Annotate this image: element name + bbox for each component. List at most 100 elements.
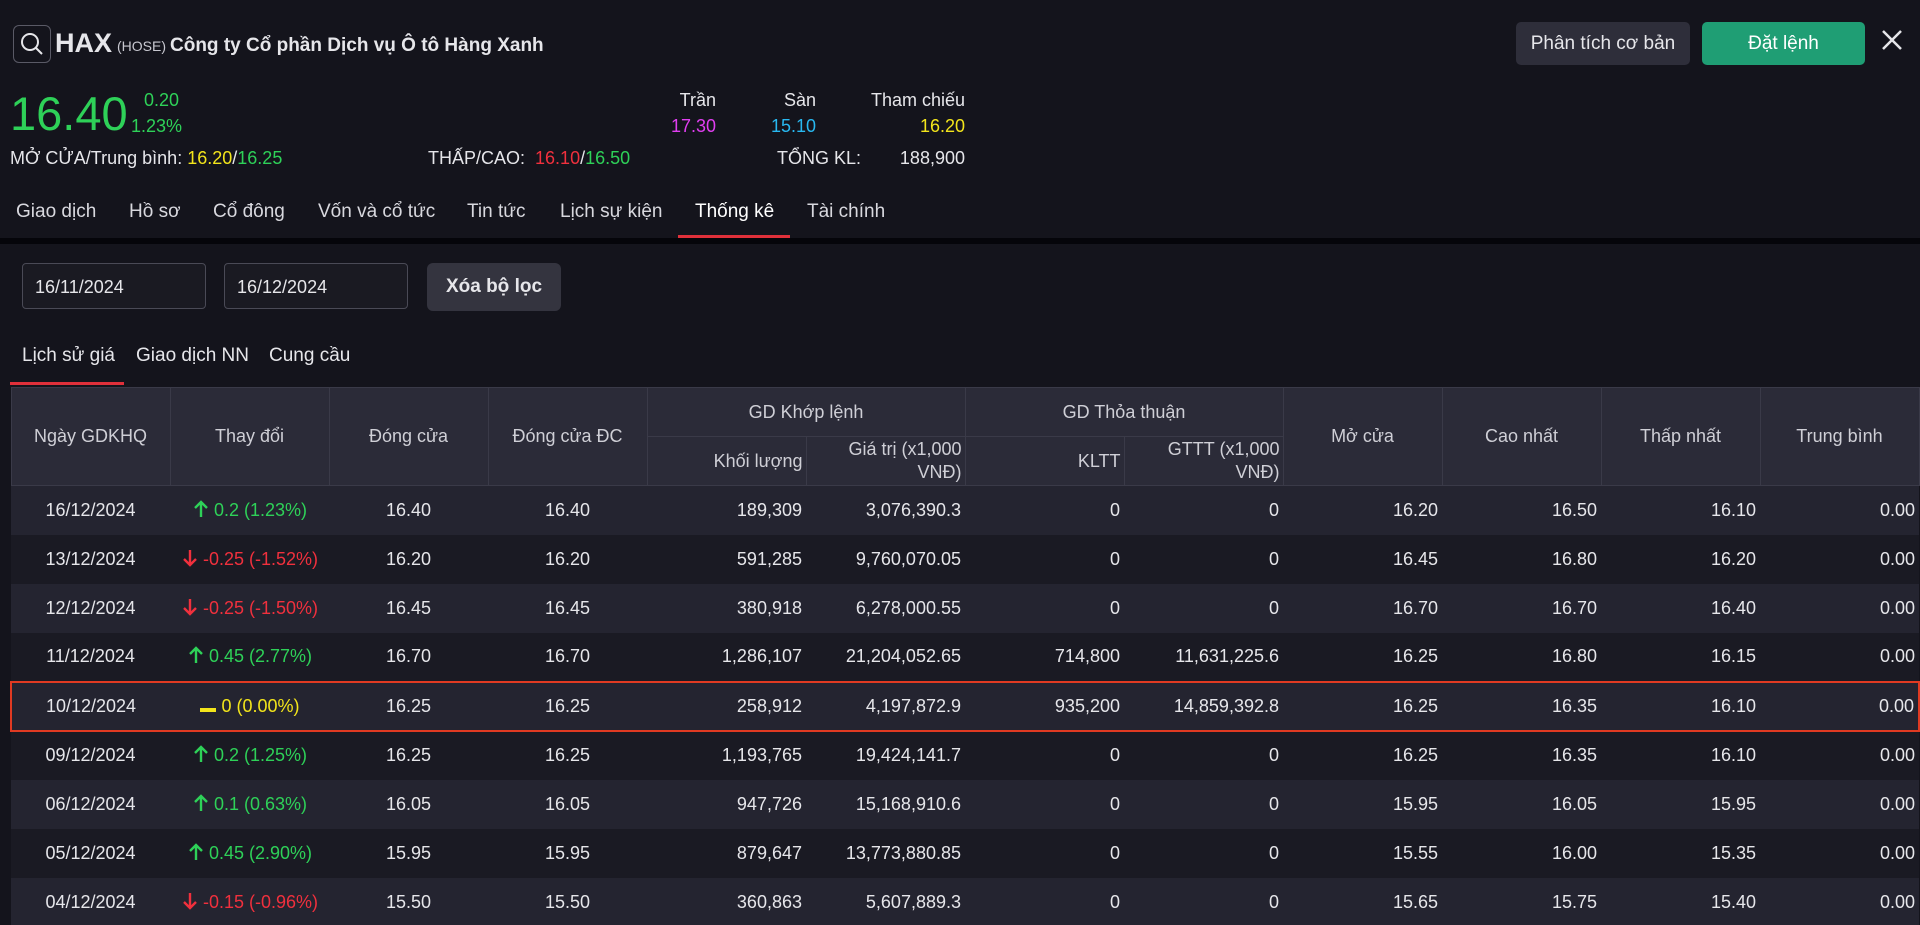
analysis-button[interactable]: Phân tích cơ bản <box>1516 22 1690 65</box>
cell-avg: 0.00 <box>1879 499 1915 520</box>
cell-avg: 0.00 <box>1760 680 1920 732</box>
cell-open: 15.55 <box>1392 842 1438 863</box>
cell-high: 16.05 <box>1551 793 1597 814</box>
tab[interactable]: Thống kê <box>695 201 775 222</box>
table-row: 04/12/2024 -0.15 (-0.96%) 15.50 15.50 360,86… <box>11 877 1919 925</box>
cell-close-adj: 16.45 <box>544 597 591 618</box>
avg: 16.25 <box>237 148 283 168</box>
cell-volume: 879,647 <box>736 842 802 863</box>
cell-date: 16/12/2024 <box>45 499 136 520</box>
cell-date: 11/12/2024 <box>46 646 135 666</box>
cell-volume: 1,286,107 <box>721 646 802 666</box>
cell-change: 0.2 (1.23%) <box>170 486 329 535</box>
arrow <box>183 598 197 616</box>
cell-value: 9,760,070.05 <box>855 548 961 569</box>
ref-label: Tham chiếu <box>870 90 965 110</box>
table-row: 10/12/2024 0 (0.00%) 16.25 16.25 258,912 4,19… <box>10 680 1920 732</box>
trend-icon <box>200 707 217 712</box>
cell-value: 3,076,390.3 <box>865 499 961 520</box>
cell-close-adj: 16.20 <box>544 548 591 569</box>
col-header: Trung bình <box>1759 387 1920 486</box>
cell-close: 16.40 <box>385 499 432 520</box>
ticker: HAX <box>55 28 113 58</box>
cell-pt-value: 11,631,225.6 <box>1175 646 1279 666</box>
cell-close: 16.70 <box>385 646 432 666</box>
sub-tab[interactable]: Lịch sử giá <box>22 345 115 366</box>
cell-pt-volume: 0 <box>1109 842 1120 863</box>
cell-value: 19,424,141.7 <box>855 745 961 765</box>
close-button[interactable] <box>1878 26 1906 54</box>
arrow <box>189 646 203 663</box>
company: Công ty Cổ phần Dịch vụ Ô tô Hàng Xanh <box>170 35 544 56</box>
cell-volume: 591,285 <box>736 548 802 569</box>
cell-close: 15.95 <box>385 842 432 863</box>
tab[interactable]: Giao dịch <box>16 201 97 222</box>
cell-date: 04/12/2024 <box>45 891 136 912</box>
sub-tab[interactable]: Giao dịch NN <box>136 345 249 366</box>
cell-open: 15.65 <box>1392 891 1438 912</box>
col-header: Cao nhất <box>1441 387 1602 486</box>
cell-high: 16.35 <box>1551 745 1597 765</box>
table-row: 06/12/2024 0.1 (0.63%) 16.05 16.05 947,726 15… <box>11 779 1919 829</box>
cell-close-adj: 16.25 <box>544 745 591 765</box>
change-text: -0.25 (-1.52%) <box>202 548 319 569</box>
cell-date: 13/12/2024 <box>45 548 136 569</box>
trend-icon <box>189 646 203 663</box>
separator <box>0 238 1920 244</box>
table-row: 11/12/2024 0.45 (2.77%) 16.70 16.70 1,286,10… <box>11 632 1919 682</box>
arrow <box>194 500 208 517</box>
open: 16.20 <box>187 148 233 168</box>
tab[interactable]: Cổ đông <box>213 201 285 222</box>
clear-filter-button[interactable]: Xóa bộ lọc <box>427 263 561 311</box>
arrow <box>183 892 197 910</box>
table-row: 09/12/2024 0.2 (1.25%) 16.25 16.25 1,193,765… <box>11 730 1919 780</box>
cell-high: 16.00 <box>1551 842 1597 863</box>
tab[interactable]: Tài chính <box>807 201 886 222</box>
tab[interactable]: Tin tức <box>467 201 526 222</box>
cell-close-adj: 15.95 <box>544 842 591 863</box>
cell-volume: 360,863 <box>736 891 802 912</box>
cell-pt-volume: 0 <box>1109 891 1120 912</box>
cell-close-adj: 15.50 <box>544 891 591 912</box>
cell-change: 0.1 (0.63%) <box>170 780 329 829</box>
tab[interactable]: Hồ sơ <box>129 201 181 222</box>
cell-value: 5,607,889.3 <box>865 891 961 912</box>
trend-icon <box>183 549 197 567</box>
col-header: Mở cửa <box>1282 387 1443 486</box>
cell-avg: 0.00 <box>1879 646 1915 666</box>
cell-close: 16.25 <box>329 680 488 732</box>
search-button[interactable] <box>13 25 51 63</box>
sub-tab[interactable]: Cung cầu <box>269 345 351 366</box>
cell-open: 16.25 <box>1283 680 1442 732</box>
cell-close: 16.45 <box>385 597 432 618</box>
flat-dash <box>200 707 217 712</box>
date-to[interactable]: 16/12/2024 <box>224 263 408 309</box>
cell-value: 6,278,000.55 <box>855 597 961 618</box>
ref: 16.20 <box>919 116 965 136</box>
cell-close: 15.50 <box>385 891 432 912</box>
floor: 15.10 <box>770 116 816 136</box>
col-header: Ngày GDKHQ <box>10 387 171 486</box>
cell-close: 16.25 <box>385 745 432 765</box>
col-header: GTTT (x1,000 VNĐ) <box>1123 436 1284 486</box>
date-from[interactable]: 16/11/2024 <box>22 263 206 309</box>
cell-date: 06/12/2024 <box>45 793 136 814</box>
ceiling-label: Trần <box>679 90 716 110</box>
trend-icon <box>194 745 208 762</box>
cell-volume: 258,912 <box>647 680 806 732</box>
open-avg: MỞ CỬA/Trung bình: 16.20/16.25 <box>10 148 282 169</box>
cell-change: 0.45 (2.77%) <box>170 633 329 682</box>
cell-date: 05/12/2024 <box>45 842 136 863</box>
cell-pt-volume: 0 <box>1109 499 1120 520</box>
col-header: Giá trị (x1,000 VNĐ) <box>805 436 966 486</box>
col-header: KLTT <box>964 436 1125 486</box>
arrow <box>194 793 208 811</box>
tab[interactable]: Lịch sự kiện <box>560 201 663 222</box>
order-button[interactable]: Đặt lệnh <box>1702 22 1865 65</box>
change-text: 0.45 (2.90%) <box>208 842 313 863</box>
cell-pt-volume: 0 <box>1109 745 1120 765</box>
cell-volume: 947,726 <box>736 793 802 814</box>
table-row: 13/12/2024 -0.25 (-1.52%) 16.20 16.20 591,28… <box>11 534 1919 584</box>
tab[interactable]: Vốn và cổ tức <box>318 201 436 222</box>
cell-low: 16.10 <box>1710 499 1756 520</box>
